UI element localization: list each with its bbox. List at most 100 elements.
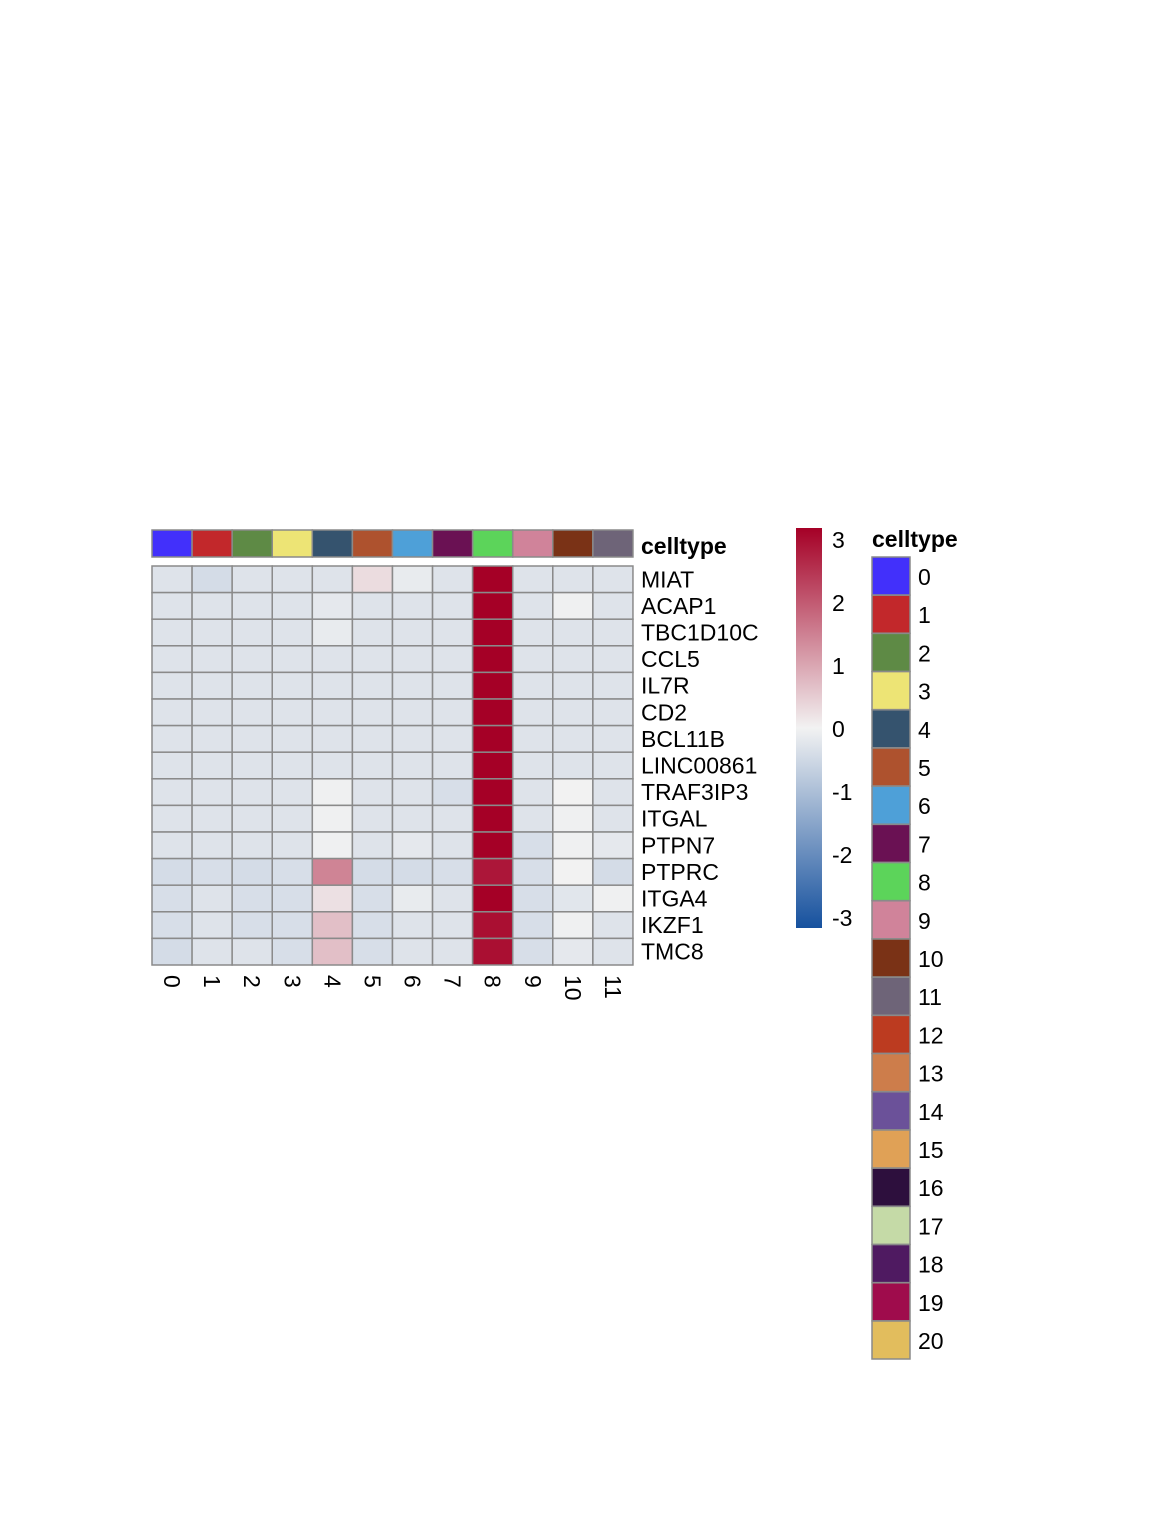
heatmap-cell bbox=[231, 751, 273, 780]
heatmap-cell bbox=[592, 724, 634, 753]
legend-swatch bbox=[871, 1282, 911, 1322]
column-label: 2 bbox=[239, 975, 265, 988]
heatmap-cell bbox=[351, 751, 394, 780]
heatmap-cell bbox=[191, 671, 233, 700]
heatmap-cell bbox=[592, 751, 634, 780]
heatmap-cell bbox=[351, 645, 394, 674]
heatmap-cell bbox=[592, 937, 634, 966]
annotation-cell bbox=[351, 529, 394, 558]
heatmap-cell bbox=[592, 778, 634, 807]
heatmap-cell bbox=[351, 911, 394, 940]
heatmap-cell bbox=[231, 804, 273, 833]
heatmap-cell bbox=[431, 937, 474, 966]
heatmap-cell bbox=[311, 698, 354, 727]
heatmap-cell bbox=[351, 884, 394, 913]
heatmap-cell bbox=[271, 831, 314, 860]
heatmap-cell bbox=[231, 671, 273, 700]
column-labels: 0 1 2 3 4 5 6 7 8 9 10 11 bbox=[159, 975, 626, 1001]
heatmap-cell bbox=[431, 698, 474, 727]
heatmap-cell bbox=[151, 591, 193, 620]
heatmap-cell bbox=[151, 751, 193, 780]
heatmap-cell bbox=[552, 618, 594, 647]
heatmap-cell bbox=[511, 937, 554, 966]
heatmap-cell bbox=[391, 751, 434, 780]
heatmap-cell bbox=[351, 937, 394, 966]
heatmap-cell bbox=[151, 911, 193, 940]
heatmap-cell bbox=[351, 698, 394, 727]
heatmap-cell bbox=[231, 778, 273, 807]
heatmap-cell bbox=[311, 618, 354, 647]
heatmap-cell bbox=[552, 591, 594, 620]
annotation-cell bbox=[311, 529, 354, 558]
legend-label: 13 bbox=[918, 1061, 944, 1087]
heatmap-cell bbox=[471, 698, 514, 727]
heatmap-cell bbox=[311, 857, 354, 886]
heatmap-cell bbox=[151, 831, 193, 860]
heatmap-cell bbox=[351, 591, 394, 620]
heatmap-cell bbox=[552, 937, 594, 966]
heatmap-cell bbox=[471, 565, 514, 594]
heatmap-cell bbox=[191, 778, 233, 807]
row-labels: MIATACAP1TBC1D10CCCL5IL7RCD2BCL11BLINC00… bbox=[641, 566, 759, 964]
heatmap-cell bbox=[391, 831, 434, 860]
heatmap-cell bbox=[311, 911, 354, 940]
heatmap-cell bbox=[231, 884, 273, 913]
color-scale-tick-label: -3 bbox=[832, 905, 852, 931]
heatmap-cell bbox=[191, 804, 233, 833]
legend-label: 20 bbox=[918, 1328, 944, 1354]
legend-swatch bbox=[871, 747, 911, 787]
heatmap-cell bbox=[191, 911, 233, 940]
legend-swatch bbox=[871, 1205, 911, 1246]
heatmap-cell bbox=[271, 751, 314, 780]
row-label: IKZF1 bbox=[641, 912, 704, 938]
heatmap-cell bbox=[311, 565, 354, 594]
heatmap-cell bbox=[592, 804, 634, 833]
annotation-cell bbox=[592, 529, 634, 558]
heatmap-cell bbox=[231, 911, 273, 940]
legend-label: 3 bbox=[918, 679, 931, 705]
heatmap-cell bbox=[592, 591, 634, 620]
legend-label: 18 bbox=[918, 1252, 944, 1278]
heatmap-cell bbox=[552, 645, 594, 674]
heatmap-cell bbox=[552, 831, 594, 860]
annotation-title: celltype bbox=[641, 533, 727, 559]
annotation-cell bbox=[271, 529, 314, 558]
heatmap-cell bbox=[431, 778, 474, 807]
heatmap-cell bbox=[471, 778, 514, 807]
heatmap-cell bbox=[191, 937, 233, 966]
heatmap-cell bbox=[191, 698, 233, 727]
heatmap-cell bbox=[471, 591, 514, 620]
heatmap-cell bbox=[431, 751, 474, 780]
legend-swatch bbox=[871, 1243, 911, 1284]
heatmap-cell bbox=[271, 724, 314, 753]
row-label: IL7R bbox=[641, 673, 690, 699]
color-scale-tick-label: 1 bbox=[832, 653, 845, 679]
heatmap-cell bbox=[431, 645, 474, 674]
legend-swatch bbox=[871, 976, 911, 1016]
heatmap-cell bbox=[271, 698, 314, 727]
heatmap-cell bbox=[231, 565, 273, 594]
heatmap-cell bbox=[511, 645, 554, 674]
legend-label: 17 bbox=[918, 1213, 944, 1239]
annotation-cell bbox=[191, 529, 233, 558]
heatmap-cell bbox=[271, 618, 314, 647]
heatmap-cell bbox=[231, 831, 273, 860]
heatmap-cell bbox=[151, 698, 193, 727]
legend-label: 4 bbox=[918, 717, 931, 743]
heatmap-cell bbox=[311, 831, 354, 860]
heatmap-cell bbox=[151, 804, 193, 833]
heatmap-cell bbox=[271, 778, 314, 807]
legend-label: 14 bbox=[918, 1099, 944, 1125]
heatmap-cell bbox=[431, 724, 474, 753]
legend-swatch bbox=[871, 1091, 911, 1131]
heatmap-cell bbox=[471, 724, 514, 753]
heatmap-cell bbox=[191, 751, 233, 780]
heatmap-cell bbox=[592, 618, 634, 647]
heatmap-cell bbox=[552, 884, 594, 913]
heatmap-cell bbox=[592, 645, 634, 674]
legend-label: 11 bbox=[918, 984, 942, 1010]
row-label: ITGA4 bbox=[641, 886, 708, 912]
heatmap-cell bbox=[592, 911, 634, 940]
heatmap-cell bbox=[511, 671, 554, 700]
heatmap-cell bbox=[511, 778, 554, 807]
